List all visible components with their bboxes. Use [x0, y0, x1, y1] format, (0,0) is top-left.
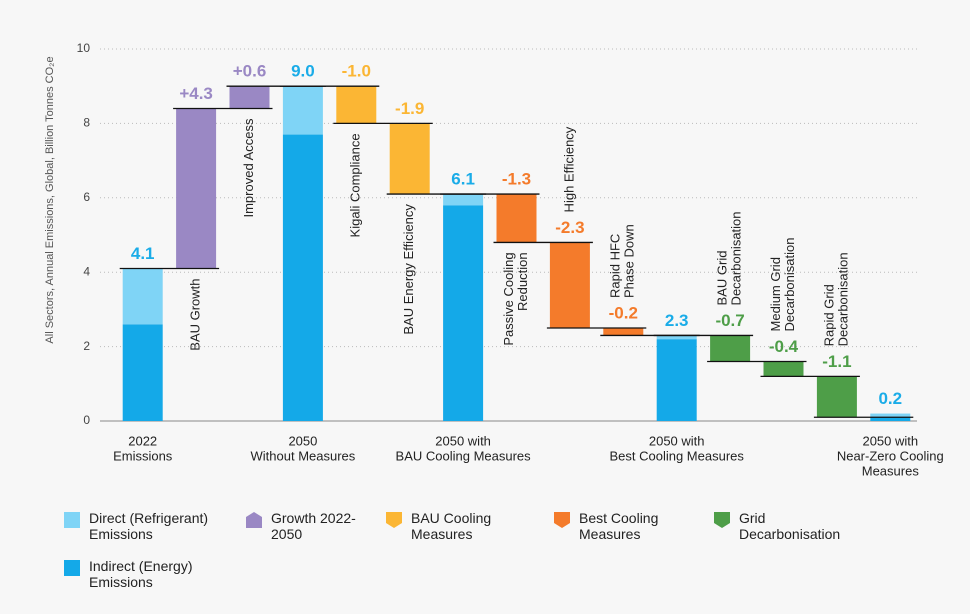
step-label: -0.2	[609, 303, 638, 322]
y-tick-label: 10	[77, 41, 91, 55]
y-tick-label: 0	[83, 413, 90, 427]
step-category-label: Rapid HFC	[608, 234, 623, 298]
y-tick-label: 6	[83, 190, 90, 204]
x-category-label: Without Measures	[251, 448, 356, 463]
step-bar	[496, 194, 537, 243]
y-tick-label: 8	[83, 116, 90, 130]
x-category-label: Measures	[862, 463, 920, 478]
step-bar	[336, 86, 377, 124]
total-segment	[282, 86, 323, 135]
step-bar	[176, 108, 217, 269]
step-category-label: Rapid Grid	[821, 284, 836, 346]
step-label: -1.3	[502, 170, 531, 189]
x-category-label: 2050 with	[435, 433, 491, 448]
step-label: -1.1	[822, 352, 851, 371]
step-bar	[816, 376, 857, 418]
total-segment	[443, 194, 484, 206]
total-segment	[122, 324, 163, 421]
step-category-label: Kigali Compliance	[348, 133, 363, 237]
y-axis-label: All Sectors, Annual Emissions, Global, B…	[44, 56, 56, 343]
step-label: -0.4	[769, 337, 799, 356]
x-category-label: Best Cooling Measures	[609, 448, 744, 463]
step-category-label: Passive Cooling	[501, 252, 516, 345]
step-category-label: Decarbonisation	[729, 211, 744, 305]
step-category-label: Medium Grid	[768, 257, 783, 331]
step-category-label: Improved Access	[241, 118, 256, 217]
step-label: -0.7	[715, 311, 744, 330]
step-category-label: Reduction	[515, 252, 530, 311]
step-category-label: Decarbonisation	[835, 252, 850, 346]
total-segment	[656, 339, 697, 421]
total-segment	[443, 205, 484, 421]
total-label: 2.3	[665, 311, 689, 330]
step-bar	[603, 328, 644, 336]
total-label: 0.2	[878, 389, 902, 408]
x-category-label: Near-Zero Cooling	[837, 448, 944, 463]
y-tick-label: 4	[83, 264, 90, 278]
step-label: -1.9	[395, 99, 424, 118]
total-label: 9.0	[291, 62, 315, 81]
x-category-label: 2050 with	[649, 433, 705, 448]
step-bar	[229, 86, 270, 109]
step-category-label: BAU Growth	[188, 278, 203, 350]
total-segment	[282, 134, 323, 421]
x-category-label: Emissions	[113, 448, 173, 463]
step-bar	[549, 242, 590, 328]
step-label: +0.6	[233, 62, 267, 81]
step-label: -1.0	[342, 62, 371, 81]
step-label: -2.3	[555, 218, 584, 237]
step-category-label: High Efficiency	[561, 126, 576, 212]
x-category-label: 2050	[288, 433, 317, 448]
total-segment	[870, 417, 911, 421]
step-label: +4.3	[179, 84, 213, 103]
x-category-label: 2050 with	[862, 433, 918, 448]
step-category-label: BAU Grid	[715, 251, 730, 306]
y-tick-label: 2	[83, 339, 90, 353]
step-bar	[710, 335, 751, 362]
step-category-label: Decarbonisation	[782, 238, 797, 332]
step-bar	[389, 123, 430, 195]
total-segment	[122, 268, 163, 325]
x-category-label: 2022	[128, 433, 157, 448]
step-category-label: Phase Down	[622, 224, 637, 298]
total-segment	[870, 413, 911, 418]
total-label: 6.1	[451, 170, 475, 189]
total-label: 4.1	[131, 244, 155, 263]
step-bar	[763, 361, 804, 377]
total-segment	[656, 335, 697, 340]
x-category-label: BAU Cooling Measures	[396, 448, 532, 463]
step-category-label: BAU Energy Efficiency	[401, 204, 416, 335]
